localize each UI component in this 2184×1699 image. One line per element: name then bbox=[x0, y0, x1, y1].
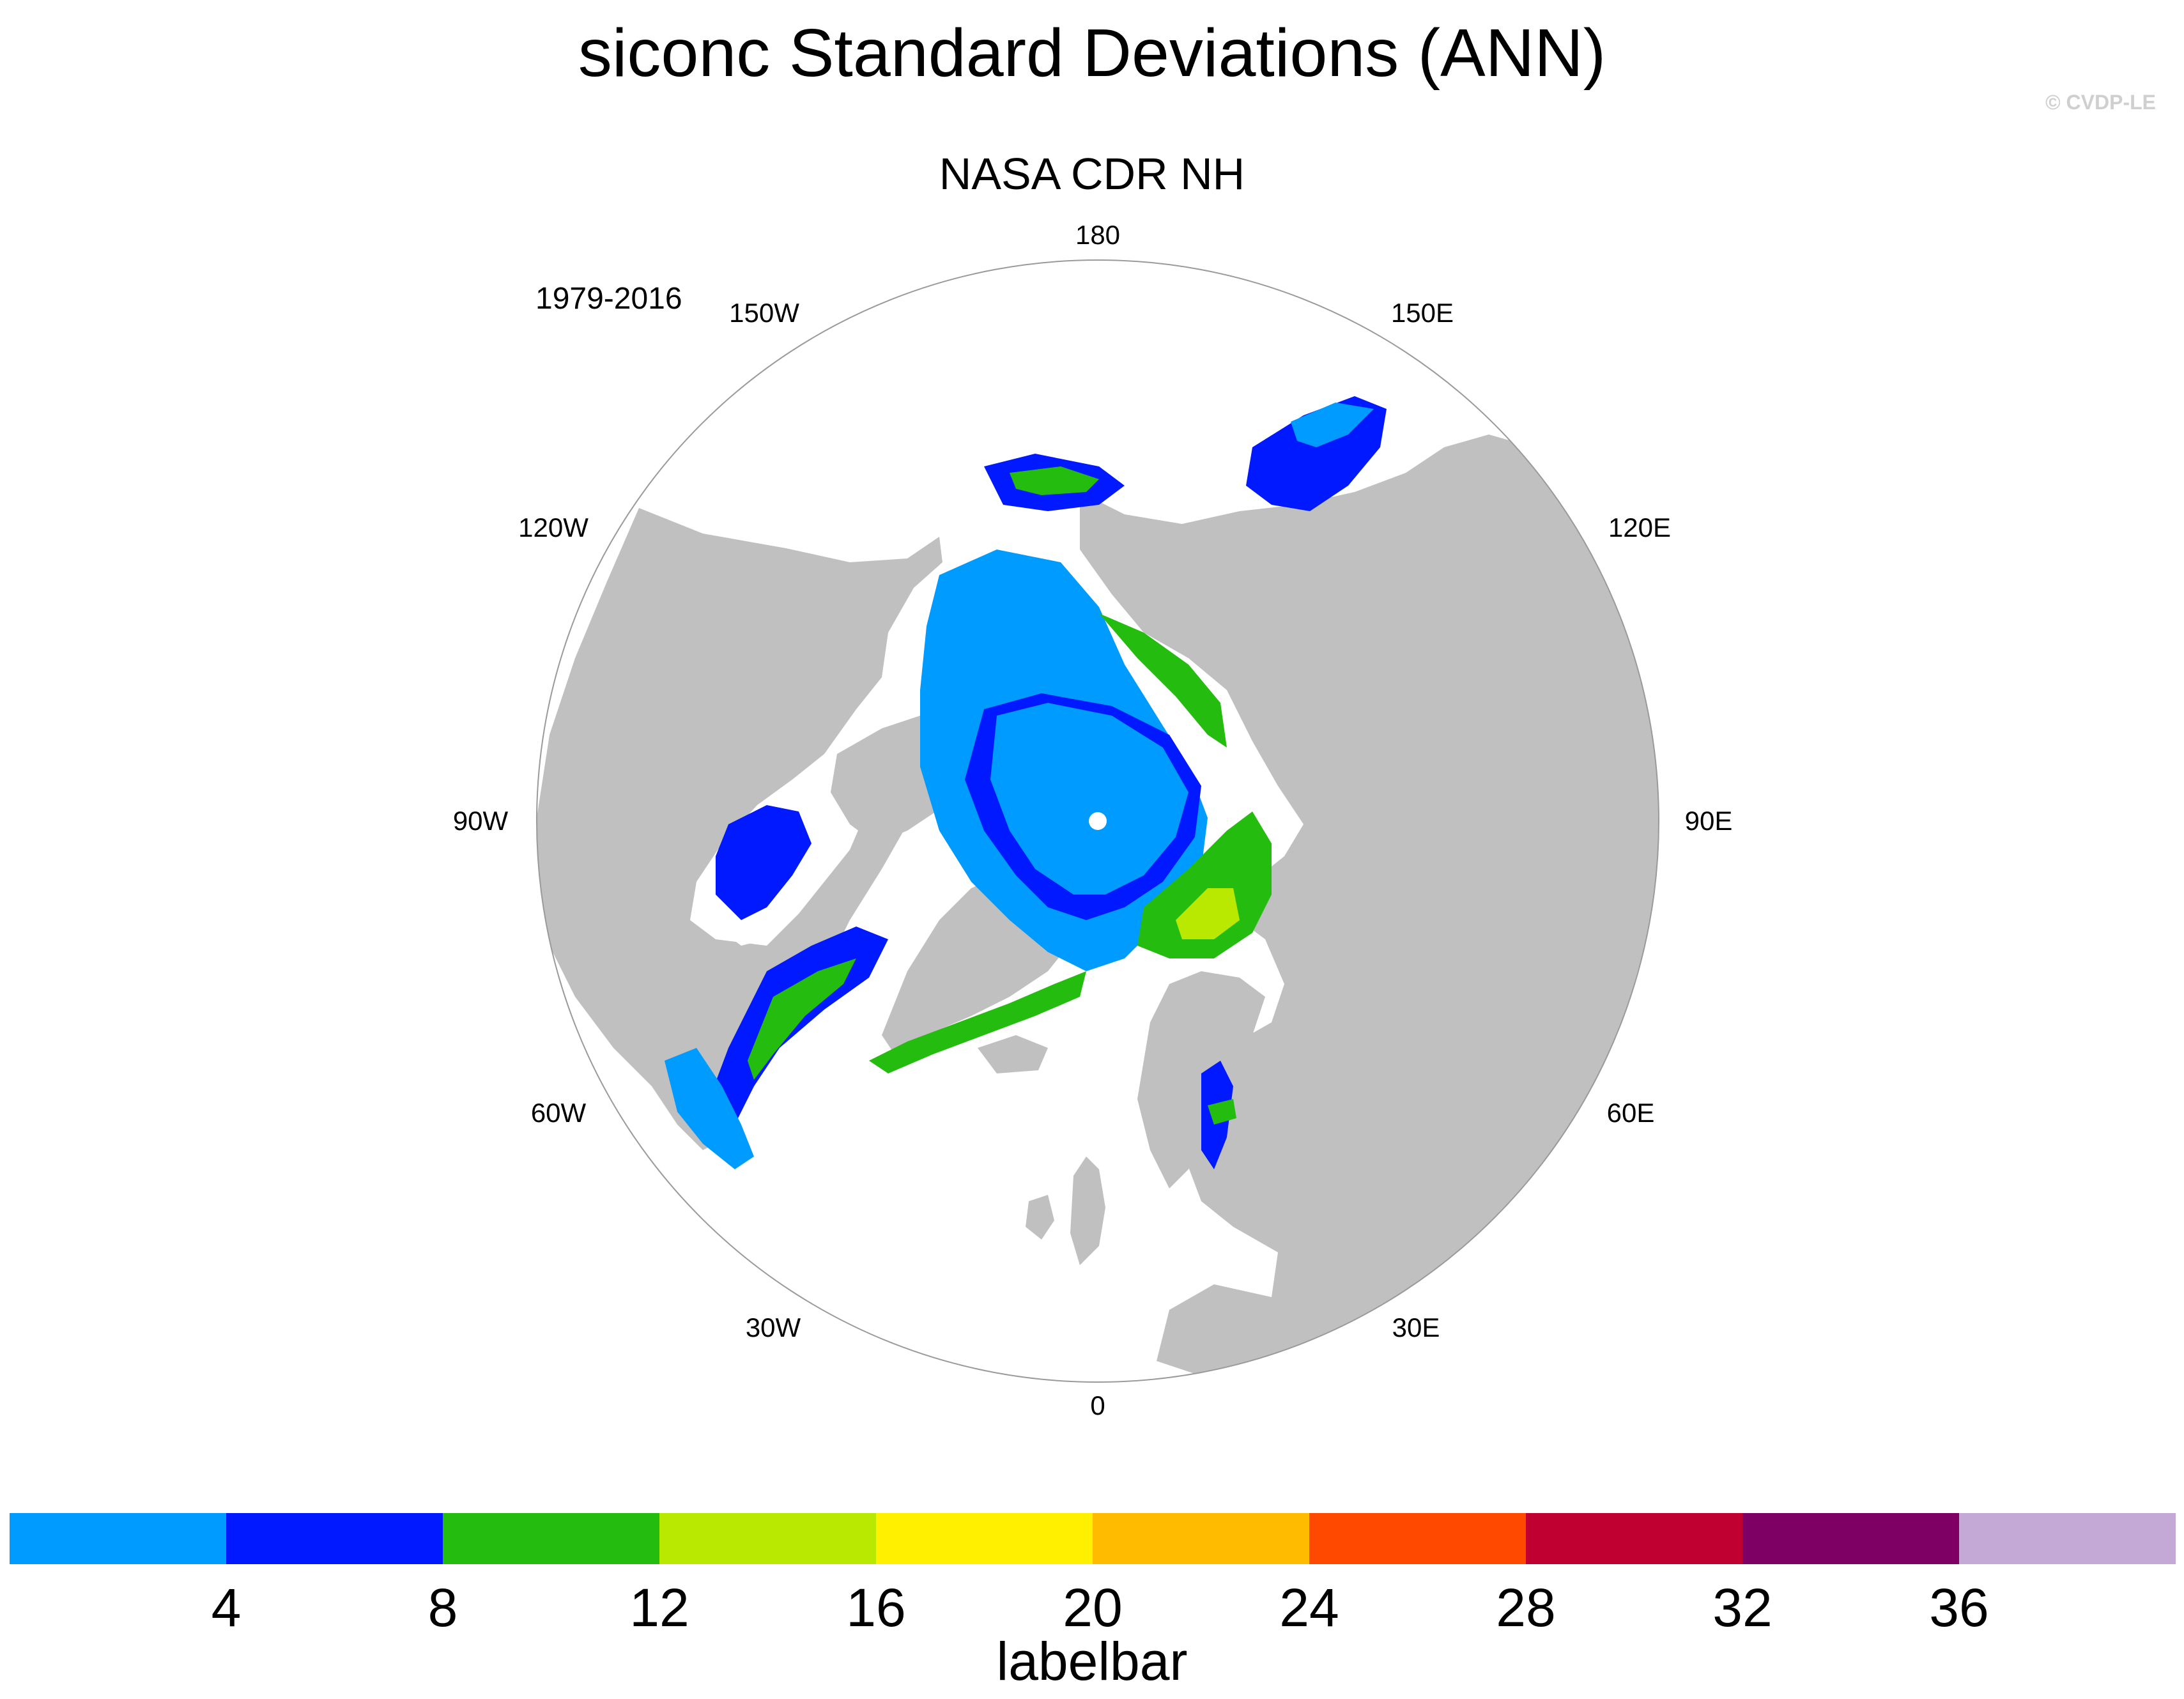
ice-east-greenland-green bbox=[869, 971, 1086, 1073]
ice-band-0-4-core bbox=[990, 703, 1188, 895]
lon-label-30e: 30E bbox=[1392, 1312, 1440, 1342]
ice-siberian-green bbox=[1099, 613, 1227, 748]
ice-baltic-green bbox=[1208, 1099, 1236, 1125]
colorbar-tick-label: 12 bbox=[629, 1578, 689, 1638]
colorbar-tick-label: 20 bbox=[1063, 1578, 1123, 1638]
ice-barents-green bbox=[1137, 811, 1272, 958]
colorbar-swatch bbox=[1742, 1513, 1959, 1564]
colorbar-swatch bbox=[226, 1513, 443, 1564]
colorbar bbox=[10, 1513, 2176, 1564]
colorbar-swatch bbox=[1093, 1513, 1309, 1564]
land-north-america bbox=[537, 508, 942, 1150]
colorbar-swatch bbox=[443, 1513, 659, 1564]
lon-label-30w: 30W bbox=[745, 1312, 801, 1342]
colorbar-tick-label: 8 bbox=[427, 1578, 458, 1638]
lon-label-150e: 150E bbox=[1390, 298, 1454, 328]
lon-label-150w: 150W bbox=[729, 298, 799, 328]
land-british-isles bbox=[1070, 1157, 1105, 1265]
land-eurasia bbox=[1080, 434, 1659, 1380]
lon-label-90w: 90W bbox=[452, 806, 509, 836]
watermark: © CVDP-LE bbox=[2045, 91, 2156, 114]
main-title: siconc Standard Deviations (ANN) bbox=[578, 15, 1606, 91]
sea-ice-shading bbox=[665, 396, 1387, 1169]
lon-label-60e: 60E bbox=[1606, 1098, 1655, 1128]
colorbar-tick-label: 16 bbox=[846, 1578, 906, 1638]
pole-hole bbox=[1089, 812, 1107, 830]
colorbar-swatch bbox=[876, 1513, 1093, 1564]
lon-label-180: 180 bbox=[1075, 220, 1121, 250]
colorbar-swatch bbox=[659, 1513, 876, 1564]
ice-okhotsk-cyan bbox=[1291, 403, 1374, 447]
ice-bering-green bbox=[1010, 466, 1099, 495]
ice-barents-yellowgreen bbox=[1176, 888, 1240, 939]
ice-baffin-green bbox=[748, 958, 856, 1080]
land-iceland bbox=[978, 1035, 1048, 1073]
colorbar-tick-label: 32 bbox=[1712, 1578, 1773, 1638]
lon-label-120e: 120E bbox=[1608, 512, 1672, 542]
colorbar-tick-label: 24 bbox=[1279, 1578, 1339, 1638]
map-boundary-circle bbox=[536, 259, 1659, 1383]
land-ireland bbox=[1026, 1195, 1054, 1240]
colorbar-swatch bbox=[1526, 1513, 1742, 1564]
colorbar-tick-label: 36 bbox=[1929, 1578, 1989, 1638]
lon-label-120w: 120W bbox=[518, 512, 588, 542]
colorbar-tick-label: 4 bbox=[211, 1578, 242, 1638]
colorbar-swatch bbox=[1959, 1513, 2176, 1564]
ice-hudson-blue bbox=[716, 805, 811, 920]
colorbar-swatch bbox=[1309, 1513, 1526, 1564]
lon-label-0: 0 bbox=[1090, 1390, 1105, 1420]
map-subtitle: NASA CDR NH bbox=[939, 149, 1245, 199]
lon-label-60w: 60W bbox=[530, 1098, 587, 1128]
ice-labrador-cyan bbox=[665, 1048, 754, 1169]
colorbar-swatch bbox=[10, 1513, 226, 1564]
period-label: 1979-2016 bbox=[535, 282, 682, 316]
colorbar-tick-label: 28 bbox=[1496, 1578, 1556, 1638]
lon-label-90e: 90E bbox=[1684, 806, 1733, 836]
colorbar-label: labelbar bbox=[996, 1631, 1188, 1691]
